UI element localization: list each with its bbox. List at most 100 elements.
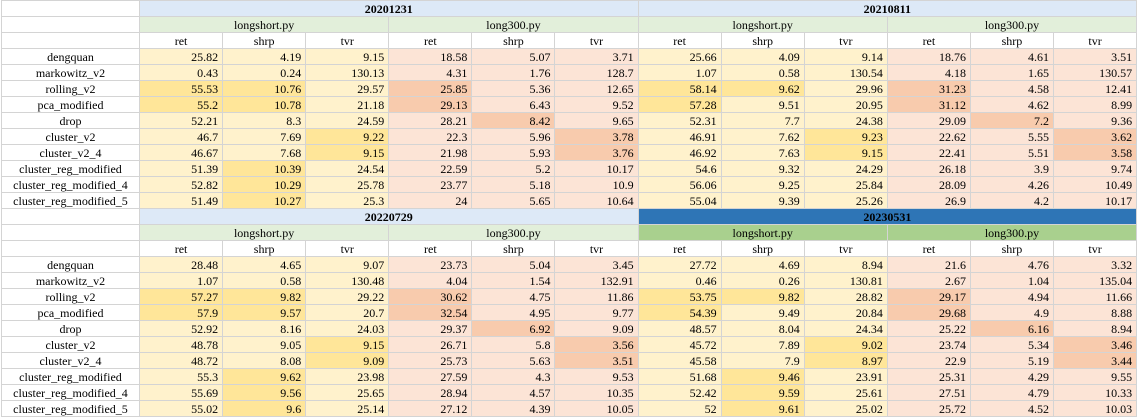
table-cell: 9.74	[1053, 160, 1138, 177]
table-cell: 130.48	[305, 272, 390, 289]
table-cell: 29.37	[388, 320, 473, 337]
row-label: cluster_v2_4	[1, 144, 140, 161]
row-label: cluster_v2	[1, 128, 140, 145]
table-cell: 22.59	[388, 160, 473, 177]
table-cell: 4.57	[471, 384, 556, 401]
table-cell: 20.7	[305, 304, 390, 321]
table-cell: 52.92	[138, 320, 224, 337]
table-cell: 4.26	[969, 176, 1055, 193]
table-cell: 48.78	[138, 336, 224, 353]
table-cell: 23.73	[388, 256, 473, 273]
table-cell: 7.68	[222, 144, 307, 161]
row-label: cluster_reg_modified_5	[1, 192, 140, 209]
table-row: cluster_reg_modified 55.3 9.62 23.98 27.59 4.…	[1, 368, 1138, 385]
table-cell: 54.39	[637, 304, 722, 321]
script-header: longshort.py	[138, 16, 390, 33]
table-row: cluster_reg_modified 51.39 10.39 24.54 22.59…	[1, 160, 1138, 177]
metric-header: ret	[637, 32, 722, 49]
table-cell: 51.39	[138, 160, 224, 177]
table-cell: 1.04	[969, 272, 1055, 289]
table-cell: 3.44	[1053, 352, 1138, 369]
script-header: longshort.py	[138, 224, 390, 241]
table-cell: 9.02	[803, 336, 888, 353]
table-cell: 21.6	[886, 256, 971, 273]
table-cell: 0.26	[720, 272, 805, 289]
table-cell: 11.86	[554, 288, 639, 305]
table-cell: 0.58	[222, 272, 307, 289]
table-cell: 10.39	[222, 160, 307, 177]
table-cell: 25.26	[803, 192, 888, 209]
table-cell: 12.65	[554, 80, 639, 97]
table-cell: 25.65	[305, 384, 390, 401]
table-cell: 4.3	[471, 368, 556, 385]
table-cell: 9.14	[803, 48, 888, 65]
table-cell: 9.62	[222, 368, 307, 385]
table-cell: 25.82	[138, 48, 224, 65]
table-cell: 3.51	[554, 352, 639, 369]
table-cell: 21.18	[305, 96, 390, 113]
table-cell: 10.33	[1053, 384, 1138, 401]
table-cell: 27.72	[637, 256, 722, 273]
table-cell: 9.56	[222, 384, 307, 401]
table-cell: 9.15	[305, 48, 390, 65]
table-row: cluster_reg_modified_4 52.82 10.29 25.78 23.…	[1, 176, 1138, 193]
table-cell: 130.81	[803, 272, 888, 289]
table-cell: 11.66	[1053, 288, 1138, 305]
table-cell: 4.65	[222, 256, 307, 273]
table-cell: 25.85	[388, 80, 473, 97]
table-cell: 9.53	[554, 368, 639, 385]
table-cell: 10.9	[554, 176, 639, 193]
table-cell: 20.95	[803, 96, 888, 113]
table-cell: 5.93	[471, 144, 556, 161]
table-cell: 7.9	[720, 352, 805, 369]
table-cell: 9.15	[305, 336, 390, 353]
table-cell: 24.38	[803, 112, 888, 129]
table-cell: 48.57	[637, 320, 722, 337]
table-cell: 9.32	[720, 160, 805, 177]
table-cell: 9.09	[554, 320, 639, 337]
table-cell: 26.9	[886, 192, 971, 209]
table-row: cluster_reg_modified_5 51.49 10.27 25.3 24 5.…	[1, 192, 1138, 209]
table-cell: 5.51	[969, 144, 1055, 161]
row-label: dengquan	[1, 48, 140, 65]
table-cell: 9.57	[222, 304, 307, 321]
table-cell: 25.78	[305, 176, 390, 193]
table-cell: 55.53	[138, 80, 224, 97]
corner-cell	[1, 240, 140, 257]
row-label: markowitz_v2	[1, 64, 140, 81]
table-cell: 9.77	[554, 304, 639, 321]
script-header: long300.py	[388, 16, 639, 33]
date-header: 20220729	[139, 208, 639, 225]
table-cell: 9.51	[720, 96, 805, 113]
table-cell: 1.76	[471, 64, 556, 81]
table-cell: 31.23	[886, 80, 971, 97]
table-cell: 51.68	[637, 368, 722, 385]
metric-header: tvr	[554, 32, 639, 49]
metric-header: shrp	[969, 32, 1055, 49]
row-label: rolling_v2	[1, 80, 140, 97]
table-cell: 4.75	[471, 288, 556, 305]
table-cell: 4.62	[969, 96, 1055, 113]
table-cell: 3.9	[969, 160, 1055, 177]
date-header-row: 20220729 20230531	[1, 208, 1138, 225]
table-cell: 9.36	[1053, 112, 1138, 129]
script-header: long300.py	[388, 224, 639, 241]
table-cell: 9.62	[720, 80, 805, 97]
table-cell: 55.2	[138, 96, 224, 113]
date-header: 20230531	[637, 208, 1138, 225]
table-row: drop 52.92 8.16 24.03 29.37 6.92 9.09 48.57 8.04…	[1, 320, 1138, 337]
metric-header: tvr	[803, 240, 888, 257]
table-cell: 22.3	[388, 128, 473, 145]
metric-header: tvr	[554, 240, 639, 257]
table-cell: 9.39	[720, 192, 805, 209]
table-cell: 130.13	[305, 64, 390, 81]
table-cell: 58.14	[637, 80, 722, 97]
table-cell: 46.67	[138, 144, 224, 161]
table-cell: 5.34	[969, 336, 1055, 353]
table-row: pca_modified 55.2 10.78 21.18 29.13 6.43 9.52 5…	[1, 96, 1138, 113]
table-cell: 46.92	[637, 144, 722, 161]
table-row: cluster_v2 46.7 7.69 9.22 22.3 5.96 3.78 46.91 7…	[1, 128, 1138, 145]
metric-header: ret	[886, 32, 971, 49]
table-cell: 4.76	[969, 256, 1055, 273]
table-row: cluster_reg_modified_4 55.69 9.56 25.65 28.9…	[1, 384, 1138, 401]
